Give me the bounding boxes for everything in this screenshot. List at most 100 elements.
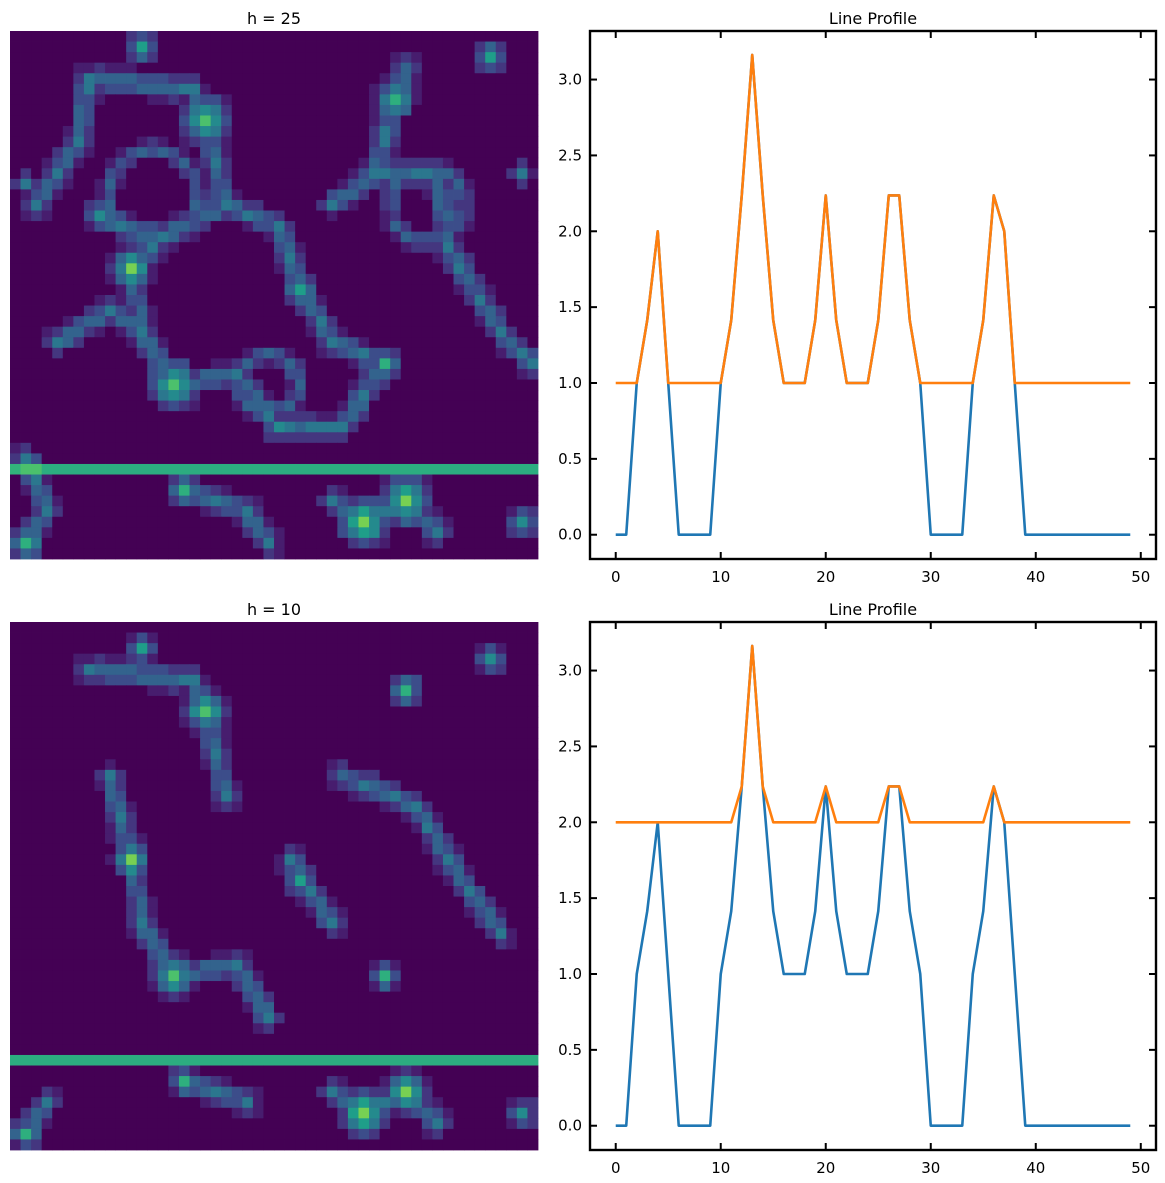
heatmap-cell bbox=[252, 537, 264, 549]
heatmap-cell bbox=[83, 1012, 95, 1024]
heatmap-cell bbox=[147, 1012, 159, 1024]
heatmap-cell bbox=[31, 907, 43, 919]
heatmap-cell bbox=[527, 41, 539, 53]
heatmap-cell bbox=[83, 1107, 95, 1119]
heatmap-cell bbox=[242, 1097, 254, 1109]
heatmap-cell bbox=[210, 801, 222, 813]
heatmap-cell bbox=[295, 221, 307, 233]
heatmap-cell bbox=[506, 632, 518, 644]
heatmap-cell bbox=[295, 706, 307, 718]
heatmap-cell bbox=[41, 1118, 53, 1130]
heatmap-cell bbox=[326, 506, 338, 518]
heatmap-cell bbox=[31, 358, 43, 370]
heatmap-cell bbox=[94, 1002, 106, 1014]
heatmap-cell bbox=[284, 674, 296, 686]
heatmap-cell bbox=[316, 1128, 328, 1140]
heatmap-cell bbox=[495, 210, 507, 222]
heatmap-cell bbox=[20, 780, 32, 792]
heatmap-cell bbox=[221, 907, 233, 919]
heatmap-cell bbox=[263, 622, 275, 633]
heatmap-cell bbox=[506, 421, 518, 433]
heatmap-cell bbox=[189, 548, 201, 560]
heatmap-cell bbox=[263, 337, 275, 349]
heatmap-cell bbox=[337, 896, 349, 908]
heatmap-cell bbox=[326, 115, 338, 127]
heatmap-cell bbox=[242, 199, 254, 211]
heatmap-cell bbox=[316, 685, 328, 697]
heatmap-cell bbox=[10, 1012, 21, 1024]
heatmap-cell bbox=[369, 168, 380, 180]
heatmap-cell bbox=[464, 748, 476, 760]
heatmap-cell bbox=[157, 632, 169, 644]
heatmap-cell bbox=[263, 632, 275, 644]
heatmap-cell bbox=[73, 199, 85, 211]
heatmap-cell bbox=[52, 864, 64, 876]
heatmap-cell bbox=[453, 516, 465, 528]
heatmap-cell bbox=[390, 1044, 402, 1056]
heatmap-cell bbox=[221, 506, 233, 518]
heatmap-cell bbox=[284, 1086, 296, 1098]
heatmap-cell bbox=[52, 400, 64, 412]
heatmap-cell bbox=[231, 959, 243, 971]
heatmap-cell bbox=[31, 379, 43, 391]
heatmap-cell bbox=[263, 453, 275, 465]
heatmap-cell bbox=[390, 495, 402, 507]
heatmap-cell bbox=[432, 421, 444, 433]
heatmap-cell bbox=[147, 843, 159, 855]
heatmap-cell bbox=[83, 210, 95, 222]
heatmap-cell bbox=[284, 242, 296, 254]
heatmap-cell bbox=[189, 358, 201, 370]
heatmap-cell bbox=[432, 337, 444, 349]
heatmap-cell bbox=[62, 147, 74, 159]
heatmap-cell bbox=[221, 991, 233, 1003]
heatmap-cell bbox=[316, 136, 328, 148]
heatmap-cell bbox=[73, 337, 85, 349]
heatmap-cell bbox=[442, 442, 454, 454]
heatmap-cell bbox=[474, 379, 486, 391]
heatmap-cell bbox=[157, 273, 169, 285]
heatmap-cell bbox=[41, 231, 53, 243]
heatmap-cell bbox=[221, 643, 233, 655]
heatmap-cell bbox=[221, 1054, 233, 1066]
heatmap-cell bbox=[506, 94, 518, 106]
heatmap-cell bbox=[263, 727, 275, 739]
heatmap-cell bbox=[474, 305, 486, 317]
heatmap-cell bbox=[390, 685, 402, 697]
heatmap-cell bbox=[83, 400, 95, 412]
heatmap-cell bbox=[369, 1097, 380, 1109]
heatmap-cell bbox=[210, 695, 222, 707]
heatmap-cell bbox=[115, 748, 127, 760]
heatmap-cell bbox=[73, 231, 85, 243]
heatmap-cell bbox=[316, 981, 328, 992]
heatmap-cell bbox=[41, 1044, 53, 1056]
heatmap-cell bbox=[126, 537, 138, 549]
heatmap-cell bbox=[157, 1097, 169, 1109]
heatmap-cell bbox=[453, 147, 465, 159]
heatmap-cell bbox=[242, 231, 254, 243]
heatmap-cell bbox=[284, 1128, 296, 1140]
heatmap-cell bbox=[73, 442, 85, 454]
heatmap-cell bbox=[474, 527, 486, 539]
heatmap-cell bbox=[94, 843, 106, 855]
heatmap-cell bbox=[83, 189, 95, 201]
heatmap-cell bbox=[506, 157, 518, 169]
heatmap-cell bbox=[231, 991, 243, 1003]
heatmap-cell bbox=[221, 738, 233, 750]
heatmap-cell bbox=[242, 474, 254, 486]
heatmap-cell bbox=[10, 453, 21, 465]
heatmap-cell bbox=[326, 199, 338, 211]
heatmap-cell bbox=[20, 1118, 32, 1130]
heatmap-cell bbox=[464, 907, 476, 919]
heatmap-cell bbox=[147, 727, 159, 739]
heatmap-cell bbox=[189, 769, 201, 781]
heatmap-cell bbox=[295, 168, 307, 180]
heatmap-cell bbox=[157, 970, 169, 982]
heatmap-cell bbox=[379, 843, 391, 855]
heatmap-cell bbox=[464, 1097, 476, 1109]
heatmap-cell bbox=[147, 949, 159, 961]
heatmap-cell bbox=[421, 516, 433, 528]
heatmap-cell bbox=[400, 970, 412, 982]
heatmap-cell bbox=[231, 1033, 243, 1045]
heatmap-cell bbox=[358, 221, 370, 233]
heatmap-cell bbox=[252, 738, 264, 750]
